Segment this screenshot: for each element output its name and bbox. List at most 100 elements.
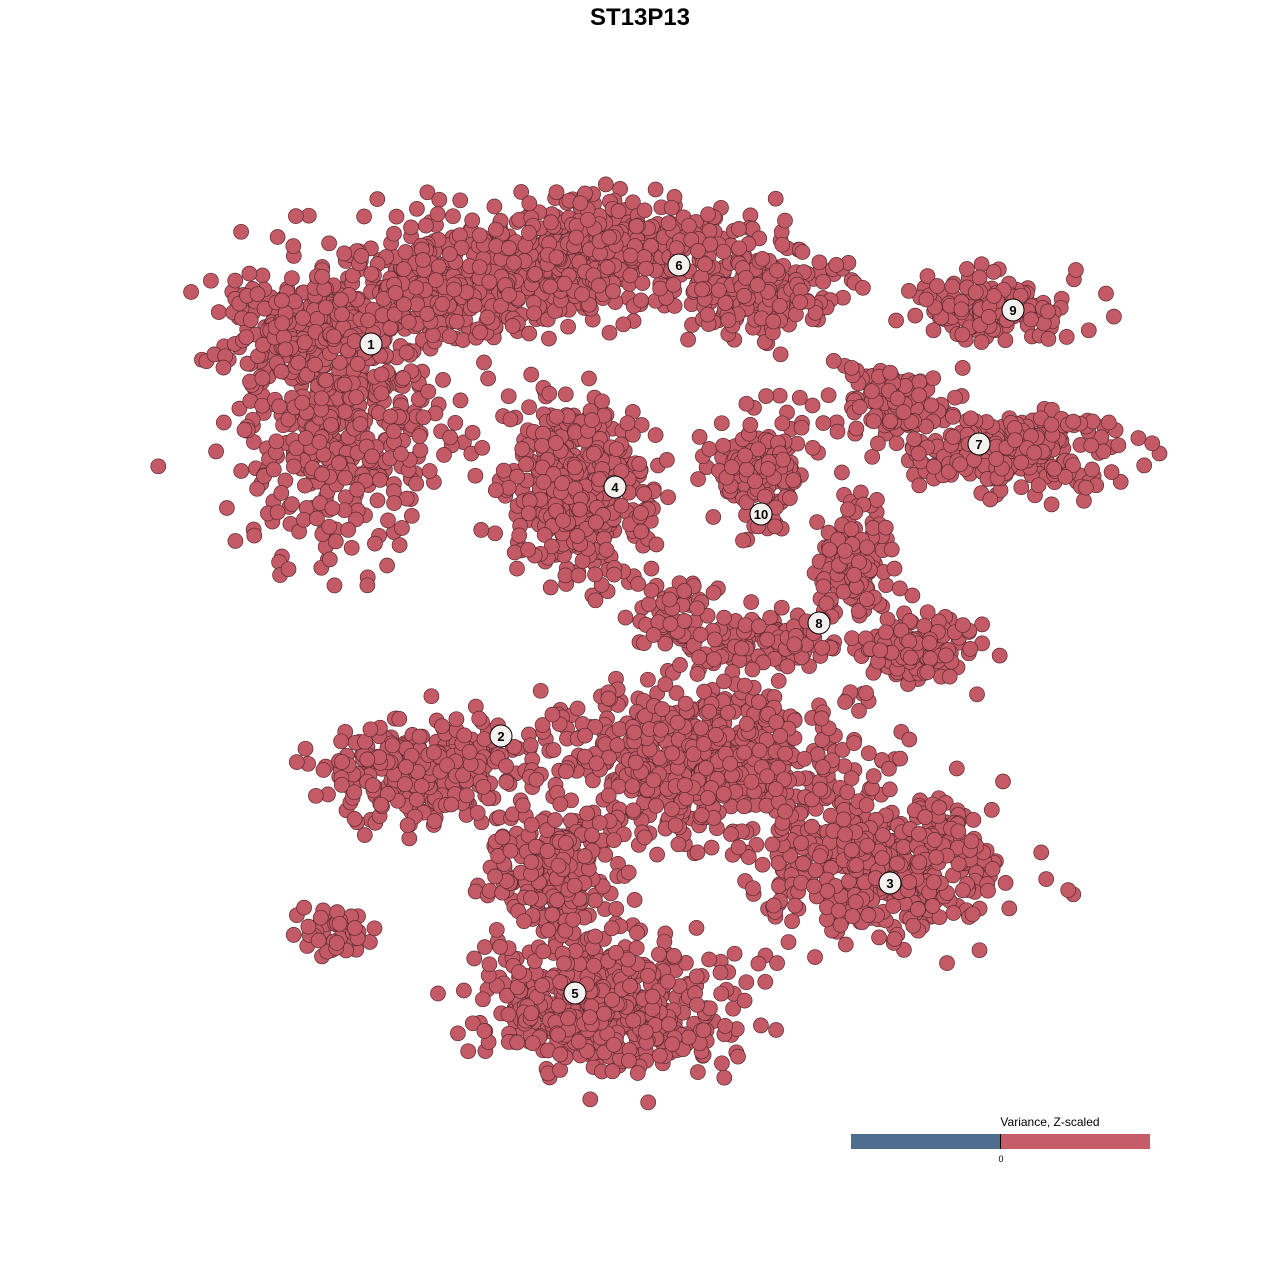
point [693,807,710,823]
point [1007,432,1023,449]
point [652,280,668,297]
point [500,388,517,405]
point [869,492,885,508]
point [501,240,517,256]
point [795,855,811,872]
point [804,439,821,456]
point [309,510,325,527]
chart-title: ST13P13 [589,4,691,31]
point [426,813,443,829]
point [570,567,587,584]
point [837,826,854,843]
point [911,826,927,842]
point [633,523,649,540]
point [701,441,718,457]
point [918,291,935,308]
point [715,243,732,260]
point [395,261,412,278]
point [691,429,708,445]
point [569,700,586,717]
point [288,440,305,457]
point [307,356,323,373]
point [238,329,255,346]
point [379,557,395,574]
point [860,745,877,762]
point [917,809,934,825]
point [923,397,940,414]
point [701,703,718,720]
point [843,359,860,376]
point [488,221,504,238]
point [369,492,386,509]
point [971,269,988,286]
point [273,292,290,309]
point [577,727,593,744]
point [690,243,706,259]
point [434,718,450,734]
point [511,527,528,544]
point [558,763,574,780]
point [1083,437,1100,454]
point [421,463,438,479]
point [249,286,266,302]
point [336,376,353,393]
point [859,591,875,608]
point [710,282,727,299]
point [373,385,390,402]
point [584,412,600,428]
point [984,861,1001,877]
point [471,227,488,244]
point [473,522,490,538]
point [487,525,503,542]
point [722,755,738,772]
point [825,353,842,369]
point [855,279,871,296]
point [296,334,313,351]
point [962,641,979,657]
point [962,410,979,427]
point [730,839,747,856]
point [373,796,389,813]
point [474,439,491,456]
point [828,257,845,273]
point [535,474,552,490]
point [318,299,334,316]
point [812,848,828,865]
point [269,229,286,245]
point [619,415,636,432]
point [954,326,971,343]
point [950,823,967,840]
point [476,354,492,371]
point [331,354,348,371]
point [633,505,649,521]
point [772,346,789,363]
point [865,768,882,784]
point [693,720,709,737]
point [227,272,244,289]
point [415,252,431,268]
point [916,617,933,634]
point [458,787,475,804]
point [715,785,732,802]
point [859,539,875,556]
point [689,844,706,861]
point [1110,437,1127,454]
point [1040,303,1056,320]
point [713,415,730,432]
point [566,459,583,476]
point [236,422,253,438]
point [775,451,791,468]
point [382,320,399,336]
point [858,685,874,701]
point [983,802,1000,818]
point [737,447,754,464]
point [452,192,469,209]
point [910,445,927,462]
point [774,415,791,432]
point [569,528,586,544]
point [754,856,771,873]
point [681,217,697,234]
point [388,208,405,225]
point [543,214,559,231]
point [830,902,847,919]
